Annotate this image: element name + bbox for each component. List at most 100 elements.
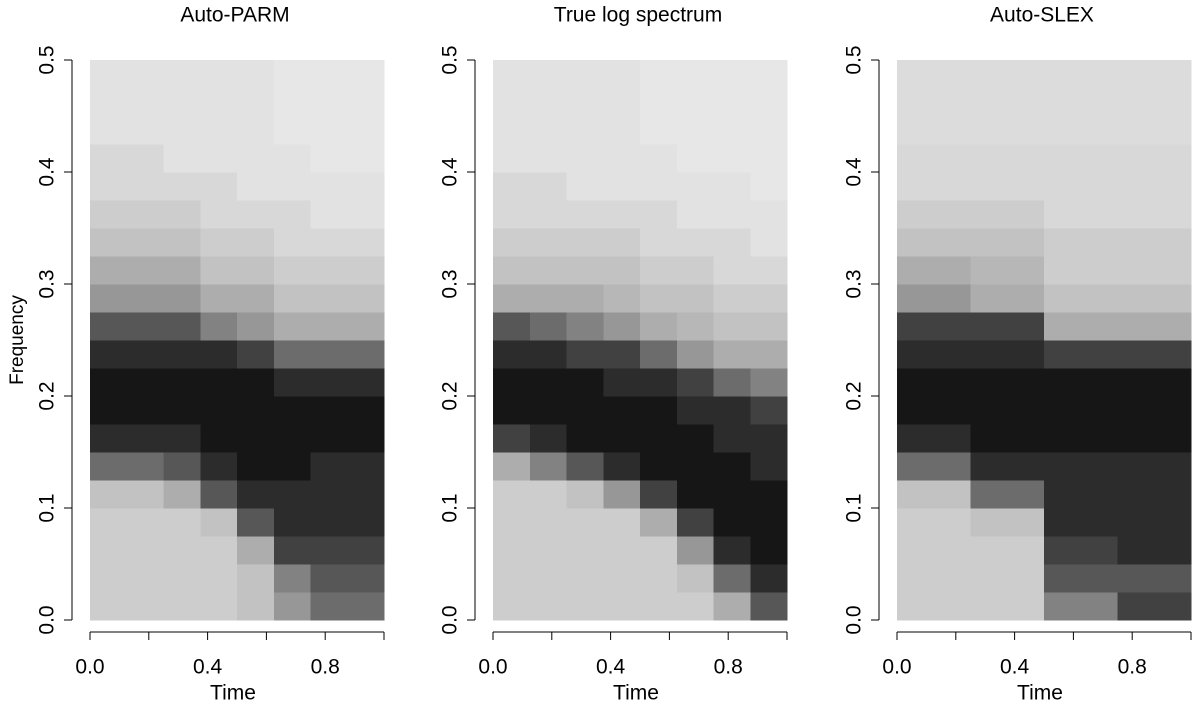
heatmap-cell (529, 116, 568, 145)
heatmap-cell (713, 564, 751, 593)
heatmap-cell (237, 452, 275, 481)
heatmap-cell (273, 480, 312, 509)
y-tick-label: 0.3 (843, 269, 866, 298)
heatmap-cell (200, 508, 238, 537)
heatmap-cell (1007, 592, 1045, 621)
heatmap-cell (273, 144, 312, 173)
y-tick-label: 0.1 (439, 493, 462, 522)
x-tick-label: 0.4 (1000, 656, 1030, 679)
heatmap-cell (347, 256, 385, 285)
heatmap-cell (200, 452, 238, 481)
heatmap-cell (750, 424, 788, 453)
heatmap-cell (200, 200, 238, 229)
heatmap-cell (1154, 480, 1192, 509)
heatmap-cell (1154, 60, 1192, 89)
heatmap-cell (1044, 452, 1082, 481)
heatmap-cell (1117, 256, 1155, 285)
heatmap-cell (1154, 256, 1192, 285)
heatmap-cell (163, 60, 201, 89)
heatmap-cell (273, 424, 312, 453)
heatmap-cell (347, 424, 385, 453)
heatmap-cell (310, 228, 348, 257)
heatmap-cell (310, 592, 348, 621)
heatmap-cell (1080, 536, 1119, 565)
heatmap-cell (970, 340, 1008, 369)
heatmap-cell (310, 340, 348, 369)
x-tick-label: 0.0 (882, 656, 911, 679)
heatmap-cell (273, 88, 312, 117)
heatmap-cell (273, 60, 312, 89)
heatmap-cell (237, 480, 275, 509)
heatmap-cell (933, 424, 972, 453)
heatmap-cell (493, 60, 531, 89)
heatmap-cell (347, 452, 385, 481)
heatmap-cell (566, 172, 604, 201)
heatmap-cell (126, 424, 165, 453)
heatmap-cell (163, 284, 201, 313)
heatmap-cell (1080, 452, 1119, 481)
chart-title: Auto-SLEX (990, 4, 1094, 27)
heatmap-cell (970, 88, 1008, 117)
heatmap-cell (566, 368, 604, 397)
heatmap-cell (933, 452, 972, 481)
heatmap-cell (603, 172, 641, 201)
heatmap-cell (273, 368, 312, 397)
heatmap-cell (163, 172, 201, 201)
heatmap-cell (897, 396, 935, 425)
heatmap-cell (1044, 60, 1082, 89)
heatmap-cell (970, 60, 1008, 89)
heatmap-cell (676, 144, 715, 173)
heatmap-cell (970, 368, 1008, 397)
heatmap-cell (1007, 228, 1045, 257)
heatmap-cell (1117, 592, 1155, 621)
heatmap-cell (750, 396, 788, 425)
heatmap-cell (933, 144, 972, 173)
heatmap-cell (1044, 116, 1082, 145)
heatmap-cell (1154, 284, 1192, 313)
heatmap-cell (273, 508, 312, 537)
heatmap-cell (237, 256, 275, 285)
heatmap-cell (970, 452, 1008, 481)
heatmap-cell (1154, 228, 1192, 257)
heatmap-cell (493, 396, 531, 425)
heatmap-cell (640, 284, 678, 313)
heatmap-cell (713, 200, 751, 229)
heatmap-cell (750, 340, 788, 369)
heatmap-cell (676, 256, 715, 285)
heatmap-cell (970, 592, 1008, 621)
heatmap-cell (1154, 88, 1192, 117)
heatmap-cell (933, 312, 972, 341)
heatmap-cell (1044, 256, 1082, 285)
heatmap-cell (273, 200, 312, 229)
heatmap-cell (676, 340, 715, 369)
heatmap-cell (1117, 172, 1155, 201)
heatmap-cell (897, 60, 935, 89)
heatmap-cell (933, 88, 972, 117)
heatmap-cell (640, 172, 678, 201)
heatmap-cell (1154, 340, 1192, 369)
heatmap-cell (1007, 172, 1045, 201)
heatmap-cell (713, 592, 751, 621)
heatmap-cell (1117, 340, 1155, 369)
heatmap-cell (933, 508, 972, 537)
heatmap-cell (640, 424, 678, 453)
heatmap-cell (1007, 536, 1045, 565)
heatmap-cell (126, 452, 165, 481)
heatmap-cell (237, 88, 275, 117)
heatmap-cell (1117, 480, 1155, 509)
heatmap-cell (566, 396, 604, 425)
chart-title: Auto-PARM (180, 4, 289, 27)
heatmap-cell (493, 508, 531, 537)
heatmap-cell (347, 172, 385, 201)
heatmap-cell (347, 340, 385, 369)
heatmap-cell (970, 508, 1008, 537)
y-tick-label: 0.1 (36, 493, 59, 522)
heatmap-cell (1007, 200, 1045, 229)
y-tick-label: 0.2 (36, 381, 59, 410)
heatmap-cell (1117, 144, 1155, 173)
heatmap-cell (1154, 508, 1192, 537)
heatmap-cell (493, 144, 531, 173)
heatmap-cell (566, 256, 604, 285)
heatmap-cell (640, 396, 678, 425)
heatmap-cell (933, 284, 972, 313)
